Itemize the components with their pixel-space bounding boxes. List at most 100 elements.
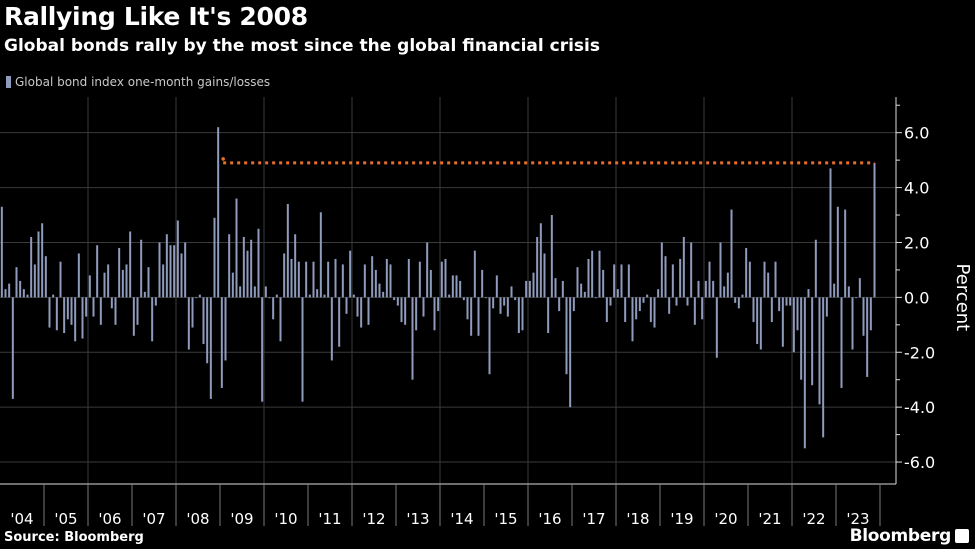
bar [752, 297, 755, 323]
bar [360, 297, 363, 328]
bar [451, 275, 454, 298]
bar [829, 168, 832, 298]
bar [132, 297, 135, 336]
bar [118, 247, 121, 298]
bar [492, 297, 495, 309]
bar [330, 297, 333, 361]
bar [459, 280, 462, 298]
bar [257, 228, 260, 298]
bar [671, 264, 674, 298]
bar [807, 289, 810, 298]
bar [840, 297, 843, 388]
bar [558, 297, 561, 312]
bar [349, 250, 352, 298]
bar [836, 206, 839, 298]
bar [224, 297, 227, 361]
x-tick-label: '10 [274, 510, 297, 528]
bar [48, 297, 51, 328]
bar [15, 267, 18, 298]
bar [833, 283, 836, 298]
bar [37, 231, 40, 298]
bar [602, 269, 605, 298]
bar [572, 297, 575, 312]
bar [30, 236, 33, 298]
legend-label: Global bond index one-month gains/losses [15, 75, 271, 89]
bar [44, 256, 47, 298]
bar [411, 297, 414, 380]
bar [510, 286, 513, 298]
bar [653, 297, 656, 328]
bar [657, 289, 660, 298]
bar [726, 272, 729, 298]
bar [121, 269, 124, 298]
bar [598, 250, 601, 298]
bar [92, 297, 95, 317]
bar [184, 242, 187, 298]
bar [495, 275, 498, 298]
bar [275, 294, 278, 298]
legend-swatch [6, 76, 11, 88]
bar [242, 236, 245, 298]
bar [136, 297, 139, 325]
bar [543, 253, 546, 298]
bar [283, 253, 286, 298]
bar [855, 297, 858, 299]
bar [503, 297, 506, 306]
bar [103, 272, 106, 298]
bar [316, 289, 319, 298]
y-tick-label: -6.0 [904, 453, 935, 472]
bar [803, 297, 806, 449]
legend: Global bond index one-month gains/losses [6, 75, 270, 89]
x-tick-label: '05 [54, 510, 77, 528]
bar [125, 264, 128, 298]
x-tick-label: '22 [802, 510, 825, 528]
bar [154, 297, 157, 306]
bar [81, 297, 84, 339]
bar [569, 297, 572, 408]
bar [620, 264, 623, 298]
bar [796, 297, 799, 331]
x-tick-label: '15 [494, 510, 517, 528]
bar [8, 283, 11, 298]
bar [811, 297, 814, 386]
bar [664, 256, 667, 298]
bar [198, 294, 201, 298]
bar [301, 297, 304, 402]
bar [107, 264, 110, 298]
bar [583, 291, 586, 298]
bar [481, 269, 484, 298]
bar [151, 297, 154, 342]
bar [488, 297, 491, 375]
bar [517, 297, 520, 334]
bar [613, 264, 616, 298]
bar [173, 245, 176, 298]
bar [675, 297, 678, 306]
bar [367, 297, 370, 325]
bar [422, 297, 425, 317]
bar [96, 245, 99, 298]
bar [158, 242, 161, 298]
bar [741, 294, 744, 298]
bar [334, 258, 337, 298]
x-tick-label: '09 [230, 510, 253, 528]
bar [70, 297, 73, 325]
bar [169, 245, 172, 298]
bar [719, 242, 722, 298]
x-tick-label: '14 [450, 510, 473, 528]
bar [195, 297, 198, 299]
bar [873, 162, 876, 298]
bar [437, 297, 440, 312]
x-tick-label: '07 [142, 510, 165, 528]
bar [41, 223, 44, 298]
y-tick-label: 6.0 [904, 124, 929, 143]
bar [561, 280, 564, 298]
bar [660, 242, 663, 298]
bar [580, 283, 583, 298]
bar [770, 297, 773, 323]
bar [338, 297, 341, 347]
bar [701, 297, 704, 320]
x-tick-label: '06 [98, 510, 121, 528]
bar [85, 297, 88, 317]
bar [52, 294, 55, 298]
bar [356, 297, 359, 317]
